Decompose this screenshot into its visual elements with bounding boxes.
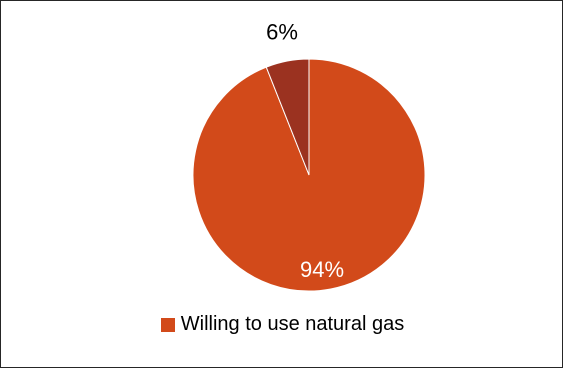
data-label-0: 94% [300,257,344,282]
pie-slice-1 [265,58,310,176]
data-label-1: 6% [266,19,298,44]
legend-swatch [160,317,175,332]
legend: Willing to use natural gas [1,313,563,336]
legend-label: Willing to use natural gas [180,313,405,335]
